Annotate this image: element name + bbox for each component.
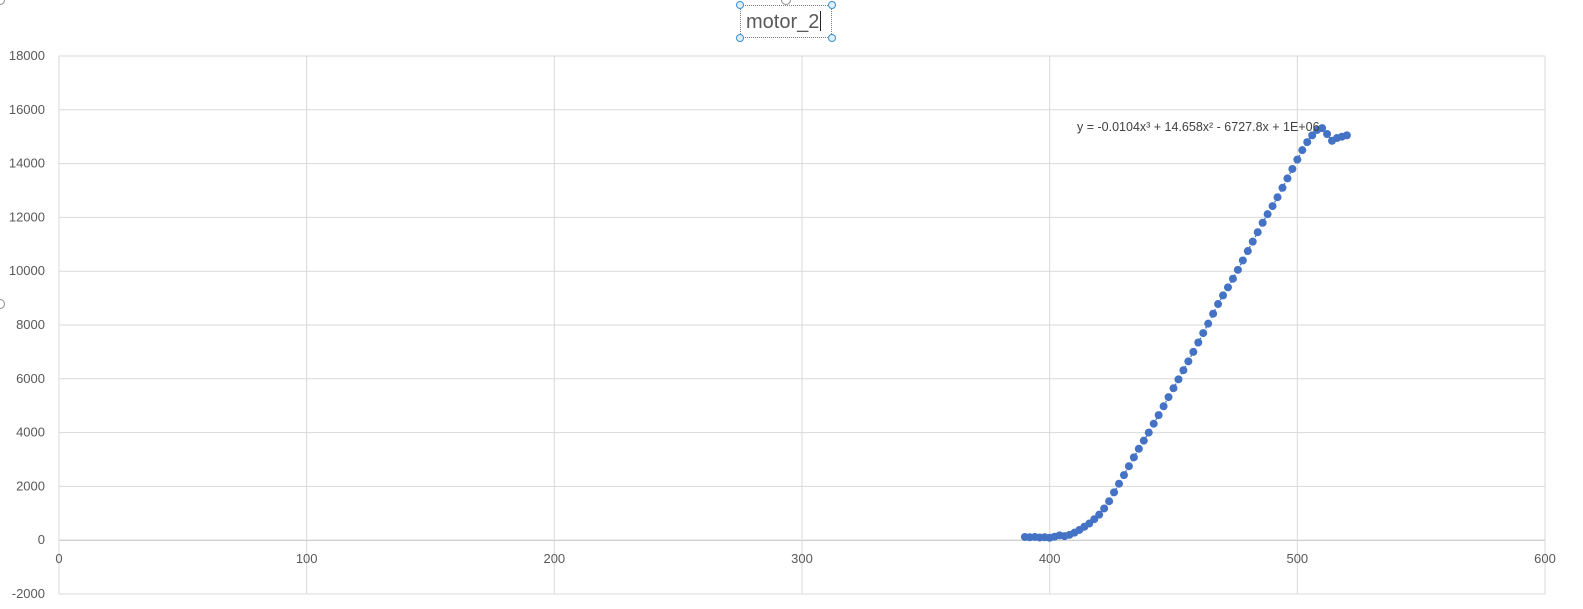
data-point[interactable] bbox=[1342, 131, 1351, 140]
y-tick-label: 8000 bbox=[16, 317, 45, 332]
x-tick-label: 500 bbox=[1286, 551, 1308, 566]
x-tick-label: 200 bbox=[543, 551, 565, 566]
data-point[interactable] bbox=[1154, 411, 1163, 420]
data-point[interactable] bbox=[1095, 510, 1104, 519]
data-point[interactable] bbox=[1323, 130, 1332, 139]
y-tick-label: 0 bbox=[38, 532, 45, 547]
trendline bbox=[1024, 127, 1348, 539]
data-point[interactable] bbox=[1303, 138, 1312, 147]
data-point[interactable] bbox=[1268, 202, 1277, 211]
y-tick-label: 6000 bbox=[16, 371, 45, 386]
data-point[interactable] bbox=[1189, 347, 1198, 356]
x-tick-label: 300 bbox=[791, 551, 813, 566]
data-point[interactable] bbox=[1164, 393, 1173, 402]
data-point[interactable] bbox=[1219, 291, 1228, 300]
y-tick-label: 16000 bbox=[9, 102, 45, 117]
data-point[interactable] bbox=[1144, 428, 1153, 437]
trendline-equation: y = -0.0104x³ + 14.658x² - 6727.8x + 1E+… bbox=[1077, 120, 1320, 134]
y-tick-label: 12000 bbox=[9, 209, 45, 224]
data-point[interactable] bbox=[1194, 338, 1203, 347]
x-tick-label: 400 bbox=[1039, 551, 1061, 566]
data-point[interactable] bbox=[1273, 193, 1282, 202]
data-point[interactable] bbox=[1223, 283, 1232, 292]
text-cursor bbox=[820, 11, 822, 31]
data-point[interactable] bbox=[1263, 210, 1272, 219]
data-point[interactable] bbox=[1119, 471, 1128, 480]
data-point[interactable] bbox=[1105, 497, 1114, 506]
x-tick-label: 100 bbox=[296, 551, 318, 566]
data-point[interactable] bbox=[1214, 300, 1223, 309]
data-point[interactable] bbox=[1283, 174, 1292, 183]
x-tick-label: 0 bbox=[55, 551, 62, 566]
data-point[interactable] bbox=[1124, 462, 1133, 471]
gridlines bbox=[58, 55, 1546, 595]
resize-handle-bottom-left[interactable] bbox=[736, 34, 744, 42]
data-point[interactable] bbox=[1184, 357, 1193, 366]
data-point[interactable] bbox=[1115, 479, 1124, 488]
y-tick-label: -2000 bbox=[12, 586, 45, 601]
data-point[interactable] bbox=[1228, 274, 1237, 283]
resize-handle-bottom-right[interactable] bbox=[828, 34, 836, 42]
data-point[interactable] bbox=[1253, 228, 1262, 237]
data-point[interactable] bbox=[1238, 256, 1247, 265]
y-tick-label: 2000 bbox=[16, 478, 45, 493]
data-point[interactable] bbox=[1298, 146, 1307, 155]
trendline-path bbox=[1024, 127, 1348, 539]
data-point[interactable] bbox=[1204, 319, 1213, 328]
resize-handle-top-right[interactable] bbox=[828, 1, 836, 9]
y-tick-label: 14000 bbox=[9, 156, 45, 171]
data-point[interactable] bbox=[1308, 131, 1317, 140]
data-point[interactable] bbox=[1169, 384, 1178, 393]
data-point[interactable] bbox=[1174, 375, 1183, 384]
x-tick-label: 600 bbox=[1534, 551, 1556, 566]
data-point[interactable] bbox=[1288, 164, 1297, 173]
data-point[interactable] bbox=[1248, 237, 1257, 246]
chart-title[interactable]: motor_2 bbox=[746, 11, 822, 33]
data-point[interactable] bbox=[1199, 329, 1208, 338]
data-point[interactable] bbox=[1139, 436, 1148, 445]
data-point[interactable] bbox=[1209, 309, 1218, 318]
data-point[interactable] bbox=[1258, 218, 1267, 227]
tick-labels: -200002000400060008000100001200014000160… bbox=[9, 48, 1556, 601]
data-point[interactable] bbox=[1159, 402, 1168, 411]
data-point[interactable] bbox=[1233, 265, 1242, 274]
data-point[interactable] bbox=[1149, 419, 1158, 428]
y-tick-label: 4000 bbox=[16, 425, 45, 440]
data-point[interactable] bbox=[1293, 155, 1302, 164]
chart-title-box[interactable]: motor_2 bbox=[740, 5, 832, 38]
data-point[interactable] bbox=[1134, 444, 1143, 453]
y-tick-label: 18000 bbox=[9, 48, 45, 63]
resize-handle-top-left[interactable] bbox=[736, 1, 744, 9]
data-point[interactable] bbox=[1110, 488, 1119, 497]
data-point[interactable] bbox=[1179, 366, 1188, 375]
data-point[interactable] bbox=[1129, 453, 1138, 462]
data-points[interactable] bbox=[1020, 124, 1351, 542]
data-point[interactable] bbox=[1278, 183, 1287, 192]
data-point[interactable] bbox=[1100, 504, 1109, 513]
y-tick-label: 10000 bbox=[9, 263, 45, 278]
data-point[interactable] bbox=[1318, 124, 1327, 133]
data-point[interactable] bbox=[1243, 247, 1252, 256]
